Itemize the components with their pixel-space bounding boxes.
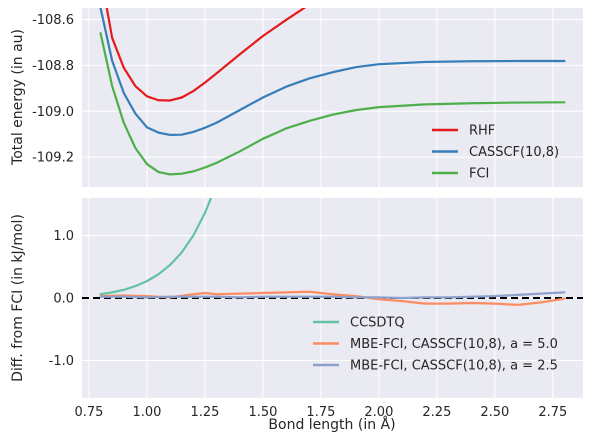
x-tick-label: 1.75 [306,405,335,420]
legend-label-bottom-1: MBE-FCI, CASSCF(10,8), a = 5.0 [350,337,558,352]
bottom-panel: 1.0 0.0 -1.0 0.75 1.00 1.25 1.50 1.75 2.00 2.25 2… [10,198,583,433]
legend-label-top-0: RHF [469,124,495,139]
top-y-axis-label: Total energy (in au) [10,29,26,166]
bottom-legend: CCSDTQ MBE-FCI, CASSCF(10,8), a = 5.0 MBE-… [313,316,558,374]
x-tick-labels: 0.75 1.00 1.25 1.50 1.75 2.00 2.25 2.50 2.75 [74,405,567,420]
bottom-y-tick-label: -1.0 [49,354,74,369]
top-series [99,8,566,176]
top-y-tick-label: -108.8 [32,59,74,74]
bottom-y-tick-labels: 1.0 0.0 -1.0 [49,229,74,369]
top-y-tick-label: -109.2 [32,151,74,166]
x-axis-label: Bond length (in Å) [268,416,395,433]
top-y-tick-labels: -108.6 -108.8 -109.0 -109.2 [32,13,74,166]
series-line-bottom-0 [99,198,213,296]
x-tick-label: 2.25 [422,405,451,420]
legend-label-bottom-0: CCSDTQ [350,316,405,331]
bottom-y-tick-label: 1.0 [53,229,74,244]
top-y-tick-label: -108.6 [32,13,74,28]
top-panel: -108.6 -108.8 -109.0 -109.2 Total energy (i… [10,8,583,187]
x-tick-label: 2.50 [480,405,509,420]
x-tick-label: 2.00 [364,405,393,420]
x-tick-label: 2.75 [538,405,567,420]
bottom-y-axis-label: Diff. from FCI (in kJ/mol) [10,214,26,382]
series-line-bottom-2 [99,291,566,300]
top-y-tick-label: -109.0 [32,105,74,120]
legend-label-top-2: FCI [469,167,489,182]
series-line-top-1 [99,8,566,137]
top-plot-area [82,8,583,187]
x-tick-label: 1.25 [190,405,219,420]
legend-label-top-1: CASSCF(10,8) [469,145,559,160]
x-tick-label: 0.75 [74,405,103,420]
bottom-y-tick-label: 0.0 [53,292,74,307]
x-tick-label: 1.50 [248,405,277,420]
series-line-top-0 [105,8,307,102]
top-legend: RHF CASSCF(10,8) FCI [432,124,559,182]
legend-label-bottom-2: MBE-FCI, CASSCF(10,8), a = 2.5 [350,359,558,374]
bottom-series [99,198,566,306]
x-tick-label: 1.00 [132,405,161,420]
series-line-top-2 [99,32,566,176]
